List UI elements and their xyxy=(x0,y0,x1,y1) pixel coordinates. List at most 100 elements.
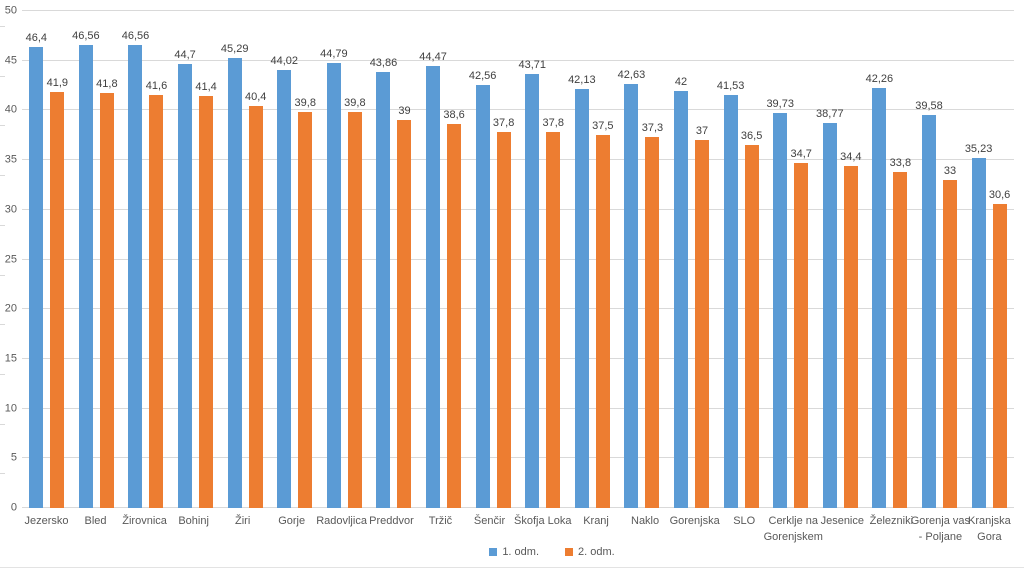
bar-value-label: 41,53 xyxy=(716,80,745,93)
y-axis-tick-label: 10 xyxy=(4,402,17,415)
bar-value-label: 41,6 xyxy=(145,79,168,92)
bar-series-1: 39,58 xyxy=(915,100,943,508)
x-axis-labels: Jezersko Bled Žirovnica Bohinj Žiri Gorje Rado… xyxy=(22,514,1014,546)
legend-label-series-1: 1. odm. xyxy=(502,546,539,558)
bar-value-label: 43,71 xyxy=(518,58,546,71)
bar-group-17: 38,77 34,4 xyxy=(816,11,866,508)
bar-value-label: 35,23 xyxy=(964,142,993,155)
y-axis-tick-label: 30 xyxy=(4,203,17,216)
bar-value-label: 39,58 xyxy=(915,99,943,112)
x-axis-category-label: Naklo xyxy=(631,515,660,527)
gridline xyxy=(22,59,1014,61)
gridline xyxy=(22,507,1014,508)
x-axis-category-label: Cerklje na Gorenjskem xyxy=(763,515,823,543)
bar-group-15: 41,53 36,5 xyxy=(716,11,766,508)
bar-value-label: 41,9 xyxy=(46,76,69,89)
x-axis-category-label: Bohinj xyxy=(178,515,209,527)
bar-group-2: 46,56 41,8 xyxy=(72,11,122,508)
bar-value-label: 37 xyxy=(695,125,709,138)
axis-minor-tick xyxy=(0,473,5,475)
legend-item-series-1: 1. odm. xyxy=(489,546,539,558)
bar-series-2: 38,6 xyxy=(443,110,465,508)
bar-value-label: 30,6 xyxy=(988,188,1011,201)
bar-group-1: 46,4 41,9 xyxy=(22,11,72,508)
bar-value-label: 38,6 xyxy=(443,109,465,122)
bar-series-1: 44,02 xyxy=(271,56,298,508)
x-axis-category-label: Jesenice xyxy=(820,515,864,527)
bar-value-label: 39,8 xyxy=(294,97,316,110)
bar-series-2: 36,5 xyxy=(741,131,762,508)
gridline xyxy=(22,159,1014,161)
legend-swatch-series-2 xyxy=(565,548,573,556)
legend-label-series-2: 2. odm. xyxy=(578,546,615,558)
bar-groups: 46,4 41,9 46,56 41,8 46,56 41,6 44,7 41,4 45,29 4… xyxy=(22,11,1014,508)
bar-series-2: 37,5 xyxy=(592,121,614,508)
legend: 1. odm. 2. odm. xyxy=(40,546,1024,558)
x-axis-category-label: Gorenja vas - Poljane xyxy=(910,515,971,543)
y-axis-tick-label: 5 xyxy=(10,451,17,464)
bar-group-10: 42,56 37,8 xyxy=(468,11,518,508)
bar-series-1: 46,4 xyxy=(26,32,47,508)
bar-value-label: 44,02 xyxy=(270,55,299,68)
x-axis-category-label: Šenčir xyxy=(473,515,506,527)
bar-series-1: 44,7 xyxy=(174,49,196,508)
bar-group-13: 42,63 37,3 xyxy=(617,11,667,508)
x-axis-category-label: Kranj xyxy=(583,515,609,527)
bar-series-2: 39,8 xyxy=(344,98,366,508)
x-axis-category-label: Škofja Loka xyxy=(514,515,572,527)
bar-series-1: 42 xyxy=(674,76,689,508)
bar-series-1: 42,26 xyxy=(866,73,893,508)
bar-series-2: 39 xyxy=(397,106,412,508)
bar-group-20: 35,23 30,6 xyxy=(964,11,1014,508)
bar-group-6: 44,02 39,8 xyxy=(270,11,320,508)
bar-series-1: 43,71 xyxy=(518,59,546,508)
axis-minor-tick xyxy=(0,75,5,77)
bar-value-label: 33 xyxy=(943,164,957,177)
bar-value-label: 41,8 xyxy=(96,77,118,90)
bar-value-label: 33,8 xyxy=(889,157,912,170)
bar-series-2: 39,8 xyxy=(295,98,316,508)
x-axis-category-label: Železniki xyxy=(869,515,914,527)
bar-series-2: 41,9 xyxy=(47,77,68,508)
bar-value-label: 37,5 xyxy=(592,120,614,133)
bar-value-label: 46,56 xyxy=(72,30,100,43)
bar-value-label: 42 xyxy=(674,75,688,88)
bar-value-label: 44,7 xyxy=(174,48,196,61)
bar-value-label: 46,4 xyxy=(25,31,48,44)
bar-value-label: 44,79 xyxy=(320,47,348,60)
bar-series-1: 38,77 xyxy=(816,108,844,508)
bar-value-label: 44,47 xyxy=(419,50,447,63)
y-axis-tick-label: 20 xyxy=(4,302,17,315)
bar-value-label: 40,4 xyxy=(244,91,267,104)
x-axis-category-label: Žirovnica xyxy=(122,515,167,527)
axis-minor-tick xyxy=(0,224,5,226)
axis-minor-tick xyxy=(0,423,5,425)
bar-value-label: 46,56 xyxy=(121,30,150,43)
gridline xyxy=(22,10,1014,11)
bar-value-label: 43,86 xyxy=(369,57,398,70)
bar-value-label: 38,77 xyxy=(816,107,844,120)
gridline xyxy=(22,109,1014,111)
x-axis-category-label: Jezersko xyxy=(24,515,69,527)
bar-value-label: 42,26 xyxy=(865,72,894,85)
bar-value-label: 34,4 xyxy=(840,151,862,164)
x-axis-category-label: Kranjska Gora xyxy=(967,515,1011,543)
bar-series-2: 37 xyxy=(695,126,710,508)
x-axis-category-label: Gorje xyxy=(278,515,306,527)
bar-group-16: 39,73 34,7 xyxy=(766,11,816,508)
legend-item-series-2: 2. odm. xyxy=(565,546,615,558)
bar-series-2: 41,8 xyxy=(96,78,118,508)
bar-group-7: 44,79 39,8 xyxy=(320,11,370,508)
y-axis-tick-label: 15 xyxy=(4,352,17,365)
bar-value-label: 42,13 xyxy=(568,74,596,87)
bar-group-9: 44,47 38,6 xyxy=(419,11,469,508)
y-axis-tick-label: 40 xyxy=(4,103,17,116)
bar-series-1: 46,56 xyxy=(72,31,100,508)
bar-series-1: 42,56 xyxy=(469,70,496,508)
bar-series-2: 41,6 xyxy=(146,80,167,508)
gridline xyxy=(22,457,1014,459)
bar-series-2: 37,8 xyxy=(493,118,514,508)
bar-group-14: 42 37 xyxy=(667,11,717,508)
axis-minor-tick xyxy=(0,125,5,127)
bar-series-1: 42,13 xyxy=(568,75,596,508)
